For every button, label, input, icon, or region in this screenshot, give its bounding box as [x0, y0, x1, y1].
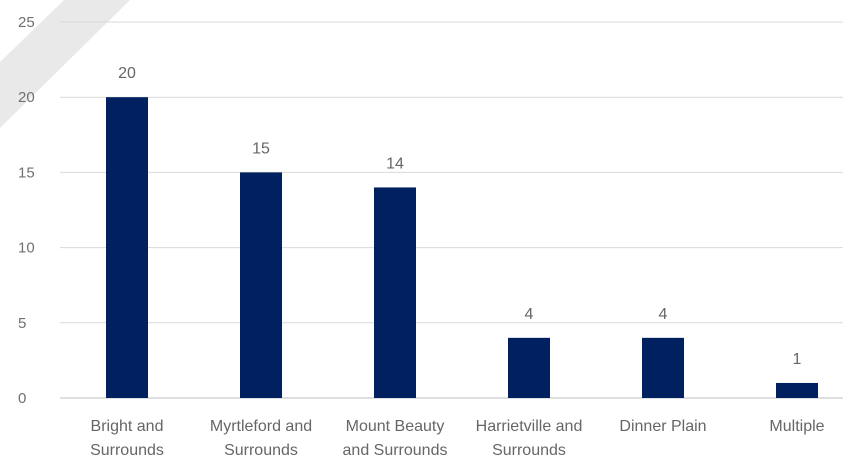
- category-label: Multiple: [769, 418, 824, 435]
- category-label: Surrounds: [224, 442, 298, 459]
- data-labels: 20 15 14 4 4 1: [118, 65, 801, 368]
- y-tick-label: 5: [18, 315, 26, 332]
- watermark-stripe: [0, 0, 130, 128]
- data-label: 20: [118, 65, 136, 82]
- bar: [508, 337, 550, 398]
- category-label: Myrtleford and: [210, 418, 312, 435]
- gridlines: [60, 21, 843, 399]
- bar: [106, 97, 148, 398]
- category-label: Bright and: [91, 418, 164, 435]
- data-label: 1: [793, 351, 802, 368]
- category-label: Surrounds: [492, 442, 566, 459]
- category-label: Harrietville and: [476, 418, 583, 435]
- bar: [776, 382, 818, 398]
- category-label: and Surrounds: [343, 442, 448, 459]
- bar: [240, 172, 282, 398]
- data-label: 15: [252, 140, 270, 157]
- category-label: Mount Beauty: [346, 418, 445, 435]
- y-tick-label: 10: [18, 240, 35, 257]
- y-tick-label: 0: [18, 390, 26, 407]
- bars: [106, 97, 818, 398]
- data-label: 4: [525, 306, 534, 323]
- y-tick-label: 25: [18, 14, 35, 31]
- category-label: Dinner Plain: [619, 418, 706, 435]
- x-axis-categories: Bright and Surrounds Myrtleford and Surroun…: [90, 418, 825, 459]
- bar: [642, 337, 684, 398]
- bar: [374, 187, 416, 398]
- y-tick-label: 15: [18, 164, 35, 181]
- y-tick-label: 20: [18, 89, 35, 106]
- data-label: 14: [386, 155, 404, 172]
- data-label: 4: [659, 306, 668, 323]
- y-axis-ticks: 0 5 10 15 20 25: [18, 14, 35, 407]
- category-label: Surrounds: [90, 442, 164, 459]
